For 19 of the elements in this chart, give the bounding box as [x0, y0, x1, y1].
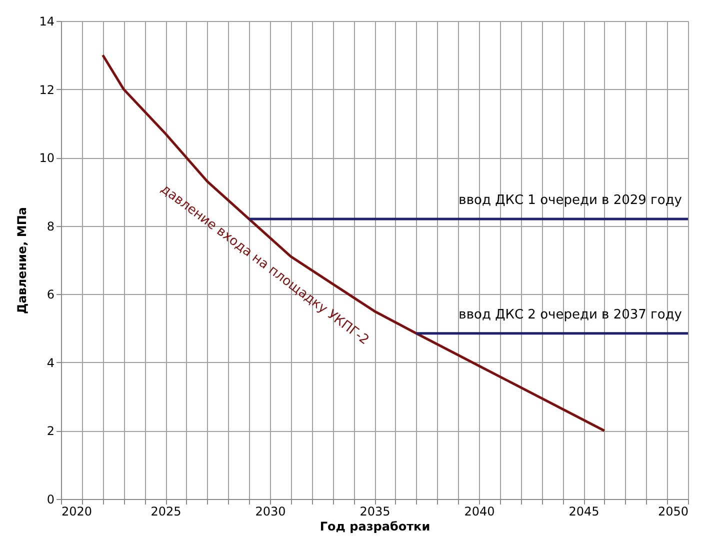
x-tick-label: 2020: [62, 504, 92, 518]
x-tick-label: 2030: [255, 504, 286, 518]
y-tick-label: 6: [46, 288, 54, 302]
y-tick-label: 12: [39, 82, 54, 97]
y-tick-label: 4: [46, 356, 54, 370]
x-tick-label: 2045: [568, 504, 600, 518]
x-tick-label: 2040: [464, 504, 495, 518]
y-tick-label: 10: [39, 151, 54, 166]
y-axis-title: Давление, МПа: [15, 207, 30, 314]
y-tick-label: 8: [46, 219, 54, 234]
x-tick-label: 2050: [658, 504, 688, 518]
y-tick-label: 0: [46, 492, 54, 506]
x-axis-title: Год разработки: [320, 520, 430, 534]
x-tick-label: 2025: [150, 504, 182, 518]
series-label: ввод ДКС 2 очереди в 2037 году: [458, 307, 682, 322]
series-label: ввод ДКС 1 очереди в 2029 году: [458, 193, 682, 208]
x-tick-label: 2035: [360, 504, 390, 518]
y-tick-label: 2: [46, 424, 54, 438]
y-tick-label: 14: [39, 14, 54, 28]
